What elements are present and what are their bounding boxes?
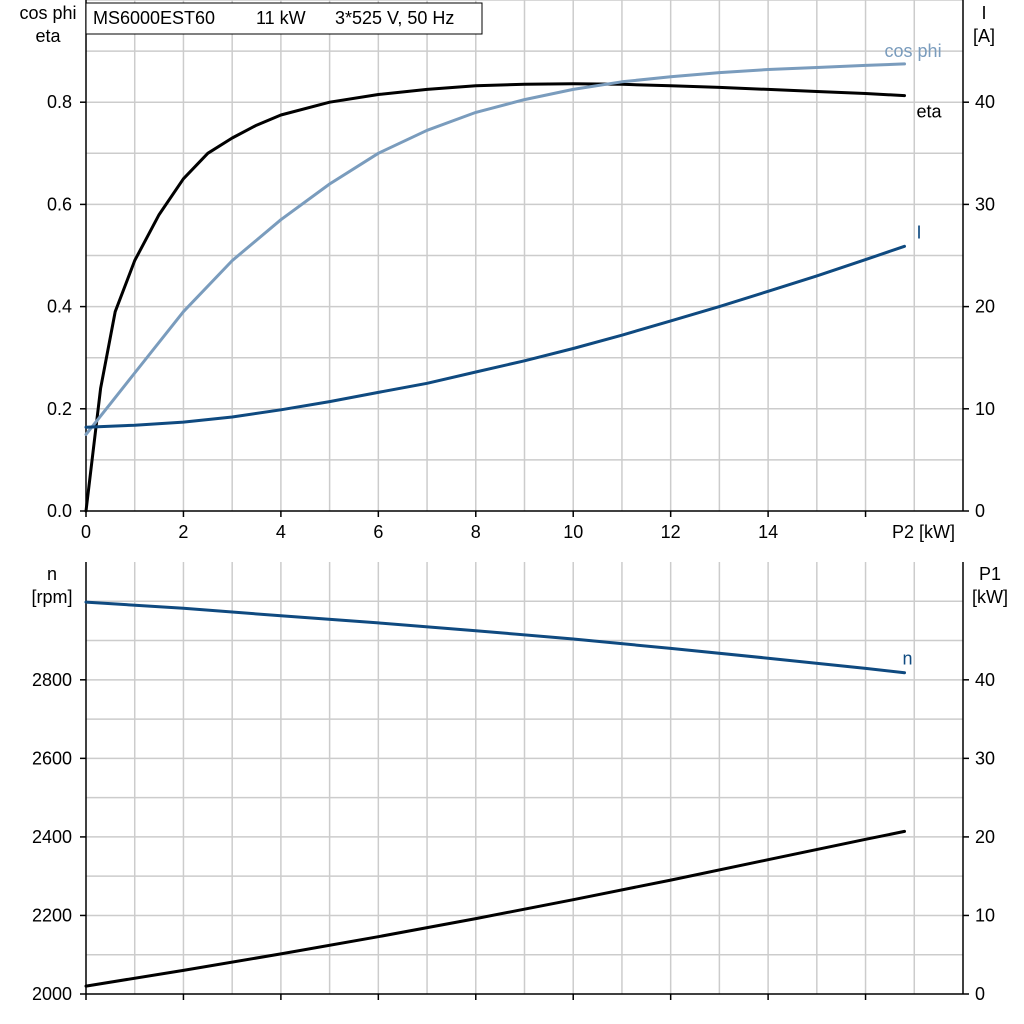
series-line-cos-phi — [84, 62, 906, 436]
y-left-tick-label: 0.8 — [47, 92, 72, 112]
y-right-axis-label: I — [981, 3, 986, 23]
y-left-axis-label: cos phi — [19, 3, 76, 23]
series-label-eta: eta — [917, 102, 943, 122]
model-name: MS6000EST60 — [93, 8, 215, 28]
series-line-n — [84, 600, 906, 675]
series-label-n: n — [903, 649, 913, 669]
y-left-tick-label: 2400 — [32, 827, 72, 847]
y-right-tick-label: 40 — [975, 92, 995, 112]
y-right-tick-label: 40 — [975, 670, 995, 690]
supply-spec: 3*525 V, 50 Hz — [335, 8, 454, 28]
y-right-tick-label: 20 — [975, 297, 995, 317]
y-right-axis-label: P1 — [979, 564, 1001, 584]
series-label-i: I — [917, 222, 922, 242]
x-tick-label: 0 — [81, 522, 91, 542]
y-right-axis-label: [A] — [973, 26, 995, 46]
x-tick-label: 10 — [563, 522, 583, 542]
top-chart-panel: 0.0 0.2 0.4 0.6 0.8 0 10 20 30 40 0 2 4 6 8 10 12 14 P2 [k… — [19, 0, 995, 542]
y-left-tick-label: 2800 — [32, 670, 72, 690]
y-right-axis-label: [kW] — [972, 587, 1008, 607]
y-left-tick-label: 2000 — [32, 984, 72, 1004]
x-tick-label: 6 — [373, 522, 383, 542]
y-right-tick-label: 30 — [975, 748, 995, 768]
y-right-tick-label: 10 — [975, 905, 995, 925]
bottom-chart-panel: 2000 2200 2400 2600 2800 0 10 20 30 40 n [rpm] P1 [kW… — [31, 562, 1008, 1004]
y-right-tick-label: 0 — [975, 501, 985, 521]
y-left-tick-label: 2200 — [32, 905, 72, 925]
header-box: MS6000EST60 11 kW 3*525 V, 50 Hz — [85, 2, 483, 35]
y-right-tick-label: 0 — [975, 984, 985, 1004]
y-left-tick-label: 0.2 — [47, 399, 72, 419]
y-left-tick-label: 2600 — [32, 748, 72, 768]
x-tick-label: 4 — [276, 522, 286, 542]
series-label-cos-phi: cos phi — [885, 41, 942, 61]
x-axis-label: P2 [kW] — [892, 522, 955, 542]
y-right-tick-label: 20 — [975, 827, 995, 847]
y-left-axis-label: eta — [35, 26, 61, 46]
y-left-tick-label: 0.0 — [47, 501, 72, 521]
rated-power: 11 kW — [256, 8, 306, 28]
x-tick-label: 14 — [758, 522, 778, 542]
series-line-eta — [84, 82, 906, 513]
x-tick-label: 2 — [178, 522, 188, 542]
y-left-tick-label: 0.6 — [47, 194, 72, 214]
y-left-axis-label: n — [47, 564, 57, 584]
x-tick-label: 12 — [661, 522, 681, 542]
y-right-tick-label: 10 — [975, 399, 995, 419]
series-line-i — [84, 244, 906, 429]
y-left-tick-label: 0.4 — [47, 297, 72, 317]
x-tick-label: 8 — [471, 522, 481, 542]
y-left-axis-label: [rpm] — [31, 587, 72, 607]
y-right-tick-label: 30 — [975, 194, 995, 214]
series-line-series-1 — [84, 829, 906, 988]
